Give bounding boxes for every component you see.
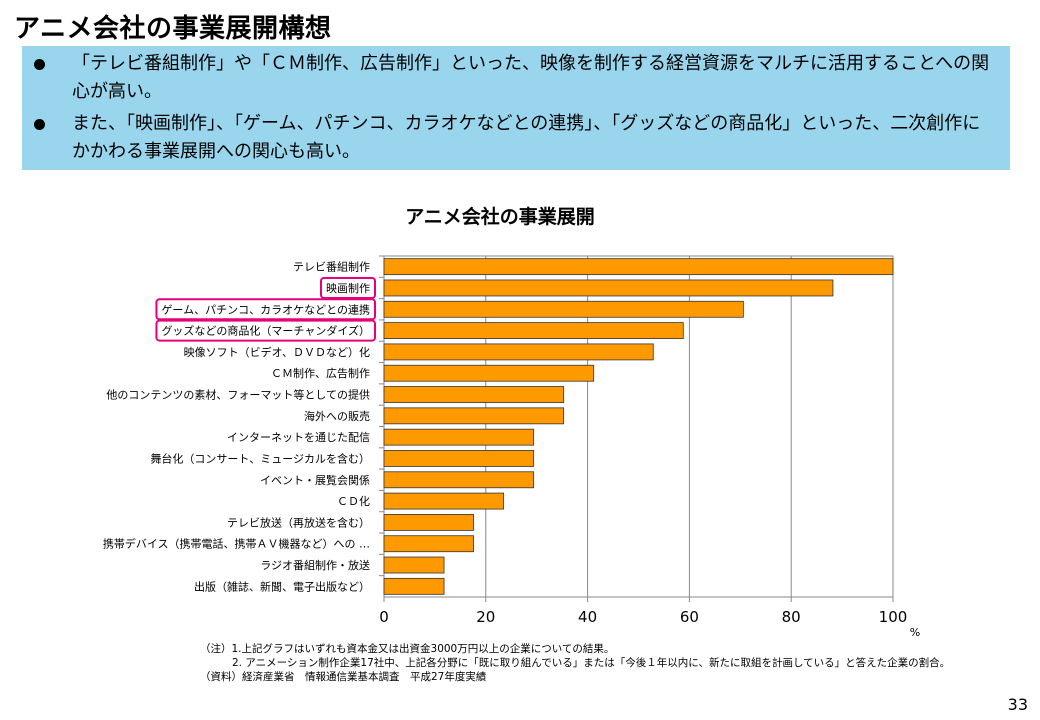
summary-box: 「テレビ番組制作」や「ＣＭ制作、広告制作」といった、映像を制作する経営資源をマル…: [22, 46, 1010, 170]
x-tick-label: 40: [578, 608, 597, 626]
bar: [383, 386, 565, 403]
page-number: 33: [1007, 695, 1028, 714]
category-label: 他のコンテンツの素材、フォーマット等としての提供: [106, 388, 370, 402]
x-tick-label: 20: [476, 608, 495, 626]
bullet-dot-icon: [34, 59, 45, 70]
bar: [383, 343, 654, 361]
x-tick-label: 80: [782, 608, 801, 626]
category-label: ＣＭ制作、広告制作: [271, 367, 370, 380]
bullet-text: また、「映画制作」、「ゲーム、パチンコ、カラオケなどとの連携」、「グッズなどの商…: [72, 113, 981, 162]
category-label: 携帯デバイス（携帯電話、携帯ＡＶ機器など）への …: [103, 537, 370, 551]
category-label: グッズなどの商品化（マーチャンダイズ）: [161, 324, 370, 338]
bar: [383, 407, 565, 425]
bar: [383, 556, 445, 574]
highlight-box: [155, 319, 376, 342]
note-2: 2. アニメーション制作企業17社中、上記各分野に「既に取り組んでいる」または「…: [232, 657, 951, 669]
category-label: ゲーム、パチンコ、カラオケなどとの連携: [161, 302, 370, 316]
category-label: インターネットを通じた配信: [227, 431, 370, 444]
source-note: （資料）経済産業省 情報通信業基本調査 平成27年度実績: [200, 671, 487, 683]
category-label: 映像ソフト（ビデオ、ＤＶＤなど）化: [184, 345, 370, 359]
x-tick-label: 60: [680, 608, 699, 626]
bar: [383, 258, 894, 276]
x-tick-label: 100: [879, 608, 908, 626]
bar: [383, 322, 684, 339]
bar: [383, 300, 744, 318]
bar: [383, 471, 535, 489]
bullet-dot-icon: [34, 119, 45, 130]
category-label: 映画制作: [326, 282, 370, 295]
bullet-text: 「テレビ番組制作」や「ＣＭ制作、広告制作」といった、映像を制作する経営資源をマル…: [72, 53, 990, 102]
category-label: 出版（雑誌、新聞、電子出版など）: [194, 579, 370, 593]
bar: [383, 514, 474, 531]
highlight-box: [155, 298, 376, 321]
highlight-box: [320, 276, 376, 299]
bullet-item: 「テレビ番組制作」や「ＣＭ制作、広告制作」といった、映像を制作する経営資源をマル…: [34, 50, 996, 106]
category-label: ＣＤ化: [337, 494, 370, 508]
bar: [383, 450, 535, 467]
category-label: 海外への販売: [304, 409, 370, 423]
category-label: 舞台化（コンサート、ミュージカルを含む）: [150, 451, 370, 465]
category-label: テレビ放送（再放送を含む）: [227, 515, 370, 529]
bar: [383, 492, 505, 510]
bar: [383, 364, 595, 382]
note-1: （注）1.上記グラフはいずれも資本金又は出資金3000万円以上の企業についての結…: [200, 643, 615, 655]
chart-title: アニメ会社の事業展開: [405, 206, 595, 228]
x-axis-label: %: [910, 626, 920, 639]
bullet-item: また、「映画制作」、「ゲーム、パチンコ、カラオケなどとの連携」、「グッズなどの商…: [34, 110, 996, 166]
bar: [383, 428, 535, 446]
bar: [383, 535, 474, 553]
category-label: イベント・展覧会関係: [260, 473, 370, 487]
chart-notes: （注）1.上記グラフはいずれも資本金又は出資金3000万円以上の企業についての結…: [200, 642, 950, 684]
category-label: テレビ番組制作: [293, 261, 370, 274]
bar: [383, 279, 834, 297]
category-label: ラジオ番組制作・放送: [260, 558, 370, 572]
x-tick-label: 0: [379, 608, 389, 626]
page-title: アニメ会社の事業展開構想: [14, 14, 332, 44]
bar: [383, 577, 445, 595]
